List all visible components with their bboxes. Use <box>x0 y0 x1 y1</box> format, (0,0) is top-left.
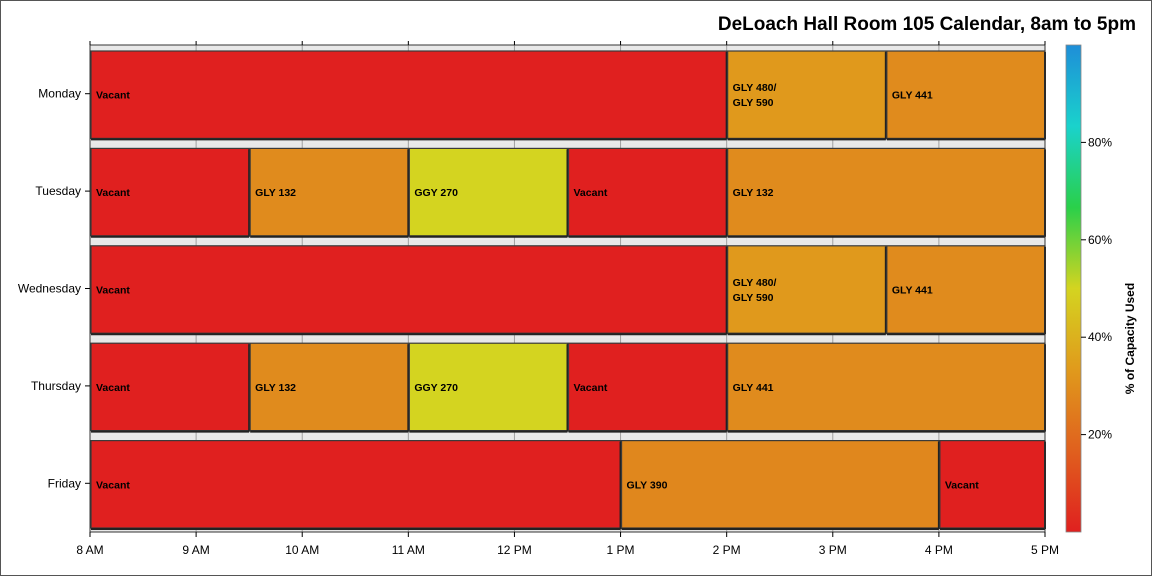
x-tick-label: 11 AM <box>392 543 425 557</box>
bar-label: Vacant <box>96 479 130 491</box>
bar-segment <box>90 440 622 529</box>
bar-segment <box>620 440 940 529</box>
x-tick-label: 4 PM <box>925 543 953 557</box>
colorbar-tick-label: 60% <box>1088 233 1112 247</box>
bar-segment <box>886 50 1046 140</box>
bar-segment <box>939 440 1046 529</box>
bar-segment <box>727 147 1046 237</box>
bar-label: GLY 590 <box>733 97 774 109</box>
y-tick-label: Monday <box>38 87 81 101</box>
x-tick-label: 9 AM <box>182 543 209 557</box>
y-tick-label: Tuesday <box>35 184 81 198</box>
x-tick-label: 3 PM <box>819 543 847 557</box>
colorbar-title: % of Capacity Used <box>1123 283 1137 394</box>
bar-label: GLY 390 <box>627 479 668 491</box>
x-tick-label: 1 PM <box>607 543 635 557</box>
x-tick-label: 10 AM <box>285 543 319 557</box>
bar-segment <box>249 342 409 432</box>
x-tick-label: 8 AM <box>76 543 103 557</box>
bar-segment <box>249 147 409 237</box>
bar-segment <box>408 147 569 237</box>
colorbar-tick-label: 80% <box>1088 135 1112 149</box>
axes: 8 AM 9 AM 10 AM 11 AM 12 PM 1 PM 2 PM 3 PM 4 PM 5… <box>18 41 1059 557</box>
x-tick-label: 2 PM <box>713 543 741 557</box>
y-tick-label: Wednesday <box>18 282 81 296</box>
bar-label: GLY 441 <box>892 90 933 102</box>
bar-label: Vacant <box>96 90 130 102</box>
x-tick-label: 5 PM <box>1031 543 1059 557</box>
bar-label: Vacant <box>96 382 130 394</box>
bar-label: GLY 441 <box>892 285 933 297</box>
chart-title: DeLoach Hall Room 105 Calendar, 8am to 5… <box>717 14 1136 35</box>
bar-segment <box>90 50 728 140</box>
bar-label: GLY 132 <box>255 382 296 394</box>
bar-label: GGY 270 <box>414 382 458 394</box>
bar-segment <box>90 342 250 432</box>
bar-label: GLY 441 <box>733 382 774 394</box>
y-tick-label: Friday <box>48 476 81 490</box>
bar-segment <box>90 245 728 334</box>
bar-label: GLY 132 <box>733 187 774 199</box>
colorbar-tick-label: 20% <box>1088 428 1112 442</box>
bar-segment <box>727 342 1046 432</box>
x-tick-label: 12 PM <box>497 543 532 557</box>
bar-label: Vacant <box>96 187 130 199</box>
bar-segment <box>567 342 728 432</box>
bar-label: Vacant <box>574 187 608 199</box>
bar-label: GLY 590 <box>733 292 774 304</box>
bar-label: Vacant <box>96 285 130 297</box>
bar-label: GLY 480/ <box>733 82 777 94</box>
bar-label: GLY 480/ <box>733 277 777 289</box>
bar-segment <box>567 147 728 237</box>
bar-segments: Vacant GLY 480/GLY 590 GLY 441 Vacant GLY 13… <box>90 50 1046 530</box>
bar-label: GLY 132 <box>255 187 296 199</box>
colorbar-legend: 20% 40% 60% 80% % of Capacity Used <box>1065 44 1137 533</box>
bar-segment <box>727 245 887 334</box>
bar-label: Vacant <box>574 382 608 394</box>
colorbar <box>1065 44 1082 533</box>
bar-label: Vacant <box>945 479 979 491</box>
colorbar-tick-label: 40% <box>1088 330 1112 344</box>
bar-segment <box>408 342 569 432</box>
bar-label: GGY 270 <box>414 187 458 199</box>
bar-segment <box>727 50 887 140</box>
y-tick-label: Thursday <box>31 379 81 393</box>
